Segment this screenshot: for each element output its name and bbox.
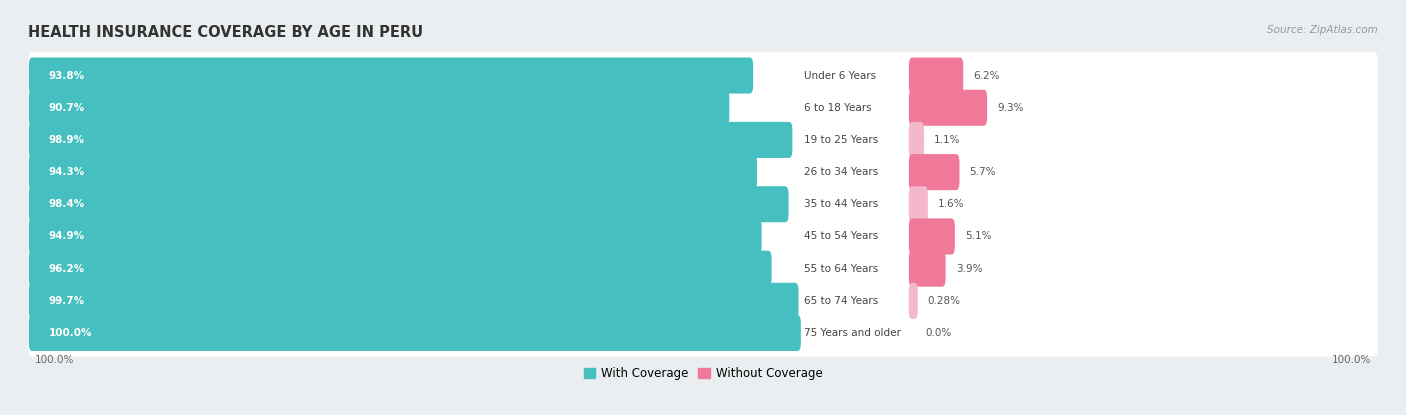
Text: 1.1%: 1.1% bbox=[934, 135, 960, 145]
FancyBboxPatch shape bbox=[28, 117, 1378, 164]
Text: 6.2%: 6.2% bbox=[973, 71, 1000, 81]
Text: 0.0%: 0.0% bbox=[925, 328, 952, 338]
FancyBboxPatch shape bbox=[28, 90, 730, 126]
FancyBboxPatch shape bbox=[908, 218, 955, 254]
Text: Source: ZipAtlas.com: Source: ZipAtlas.com bbox=[1267, 25, 1378, 35]
Text: 45 to 54 Years: 45 to 54 Years bbox=[804, 232, 879, 242]
Text: 55 to 64 Years: 55 to 64 Years bbox=[804, 264, 879, 273]
Text: 100.0%: 100.0% bbox=[48, 328, 91, 338]
FancyBboxPatch shape bbox=[28, 315, 801, 351]
Text: 96.2%: 96.2% bbox=[48, 264, 84, 273]
Text: 94.9%: 94.9% bbox=[48, 232, 84, 242]
Text: 98.4%: 98.4% bbox=[48, 199, 84, 209]
Text: 26 to 34 Years: 26 to 34 Years bbox=[804, 167, 879, 177]
Text: 94.3%: 94.3% bbox=[48, 167, 84, 177]
FancyBboxPatch shape bbox=[28, 154, 756, 190]
Text: 5.7%: 5.7% bbox=[970, 167, 995, 177]
Text: 3.9%: 3.9% bbox=[956, 264, 983, 273]
Text: 6 to 18 Years: 6 to 18 Years bbox=[804, 103, 872, 113]
FancyBboxPatch shape bbox=[908, 154, 959, 190]
FancyBboxPatch shape bbox=[28, 245, 1378, 292]
Text: 5.1%: 5.1% bbox=[965, 232, 991, 242]
FancyBboxPatch shape bbox=[28, 186, 789, 222]
FancyBboxPatch shape bbox=[28, 181, 1378, 228]
FancyBboxPatch shape bbox=[908, 90, 987, 126]
FancyBboxPatch shape bbox=[28, 310, 1378, 356]
FancyBboxPatch shape bbox=[28, 283, 799, 319]
FancyBboxPatch shape bbox=[908, 58, 963, 93]
FancyBboxPatch shape bbox=[28, 213, 1378, 260]
Text: 93.8%: 93.8% bbox=[48, 71, 84, 81]
Text: 90.7%: 90.7% bbox=[48, 103, 84, 113]
FancyBboxPatch shape bbox=[908, 122, 924, 158]
Text: 100.0%: 100.0% bbox=[1331, 355, 1371, 365]
FancyBboxPatch shape bbox=[908, 186, 928, 222]
Text: 0.28%: 0.28% bbox=[928, 296, 960, 306]
Text: 100.0%: 100.0% bbox=[35, 355, 75, 365]
FancyBboxPatch shape bbox=[28, 58, 754, 93]
Legend: With Coverage, Without Coverage: With Coverage, Without Coverage bbox=[579, 362, 827, 385]
Text: 9.3%: 9.3% bbox=[997, 103, 1024, 113]
Text: 19 to 25 Years: 19 to 25 Years bbox=[804, 135, 879, 145]
FancyBboxPatch shape bbox=[908, 251, 946, 287]
FancyBboxPatch shape bbox=[28, 251, 772, 287]
Text: 98.9%: 98.9% bbox=[48, 135, 84, 145]
FancyBboxPatch shape bbox=[28, 52, 1378, 99]
FancyBboxPatch shape bbox=[28, 122, 793, 158]
Text: HEALTH INSURANCE COVERAGE BY AGE IN PERU: HEALTH INSURANCE COVERAGE BY AGE IN PERU bbox=[28, 25, 423, 40]
FancyBboxPatch shape bbox=[28, 218, 762, 254]
Text: 65 to 74 Years: 65 to 74 Years bbox=[804, 296, 879, 306]
Text: 75 Years and older: 75 Years and older bbox=[804, 328, 901, 338]
FancyBboxPatch shape bbox=[28, 277, 1378, 325]
FancyBboxPatch shape bbox=[28, 149, 1378, 195]
FancyBboxPatch shape bbox=[28, 84, 1378, 131]
Text: 99.7%: 99.7% bbox=[48, 296, 84, 306]
Text: Under 6 Years: Under 6 Years bbox=[804, 71, 876, 81]
Text: 1.6%: 1.6% bbox=[938, 199, 965, 209]
Text: 35 to 44 Years: 35 to 44 Years bbox=[804, 199, 879, 209]
FancyBboxPatch shape bbox=[908, 283, 918, 319]
